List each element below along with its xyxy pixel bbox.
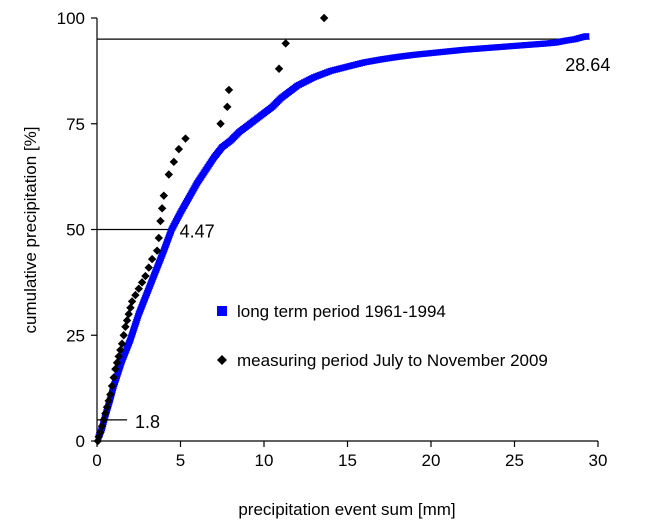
annotation-label: 1.8 <box>135 412 160 432</box>
measuring-period-point <box>117 339 127 348</box>
measuring-period-point <box>116 345 125 355</box>
measuring-period-point <box>181 134 190 143</box>
measuring-period-point <box>124 309 133 319</box>
measuring-period-point <box>97 421 107 431</box>
x-tick-label: 20 <box>422 451 441 470</box>
x-tick-label: 30 <box>589 451 608 470</box>
y-tick-label: 50 <box>66 221 85 240</box>
legend-marker-measuring <box>217 355 227 365</box>
annotation-label: 28.64 <box>565 55 610 75</box>
measuring-period-point <box>147 254 157 264</box>
measuring-period-point <box>152 246 162 255</box>
x-tick-label: 5 <box>176 451 185 470</box>
x-tick-label: 15 <box>338 451 357 470</box>
long-term-point <box>583 33 590 40</box>
measuring-period-point <box>224 85 234 95</box>
measuring-period-point <box>319 13 329 23</box>
measuring-period-point <box>104 396 113 406</box>
measuring-period-point <box>119 331 128 340</box>
y-tick-label: 75 <box>66 115 85 134</box>
measuring-period-point <box>144 263 153 272</box>
measuring-period-point <box>164 170 174 179</box>
series-markers <box>93 13 590 446</box>
measuring-period-point <box>154 233 163 243</box>
legend-label-long-term: long term period 1961-1994 <box>237 302 446 321</box>
measuring-period-point <box>169 157 179 167</box>
measuring-period-point <box>223 102 232 112</box>
annotation-label: 4.47 <box>180 222 215 242</box>
measuring-period-point <box>121 322 130 331</box>
measuring-period-point <box>134 284 143 293</box>
legend: long term period 1961-1994 measuring peri… <box>217 302 548 370</box>
measuring-period-point <box>102 402 112 412</box>
x-axis-label: precipitation event sum [mm] <box>238 500 455 519</box>
measuring-period-point <box>141 271 150 281</box>
y-tick-label: 100 <box>57 9 85 28</box>
y-tick-label: 0 <box>76 432 85 451</box>
measuring-period-point <box>131 290 140 300</box>
x-tick-label: 25 <box>505 451 524 470</box>
y-tick-label: 25 <box>66 326 85 345</box>
measuring-period-point <box>93 436 103 446</box>
measuring-period-point <box>156 216 165 226</box>
measuring-period-point <box>159 191 168 200</box>
measuring-period-point <box>101 409 110 418</box>
measuring-period-point <box>274 64 284 73</box>
measuring-period-point <box>216 119 225 128</box>
annotations: 28.64 4.47 1.8 <box>135 55 610 432</box>
legend-marker-long-term <box>217 306 227 316</box>
measuring-period-point <box>107 381 117 391</box>
measuring-period-point <box>112 358 122 367</box>
measuring-period-point <box>114 352 123 361</box>
measuring-period-point <box>157 204 167 213</box>
y-axis-label: cumulative precipitation [%] <box>21 127 40 334</box>
tick-labels: 0 5 10 15 20 25 30 0 25 50 75 100 <box>57 9 608 470</box>
measuring-period-point <box>174 144 184 154</box>
measuring-period-point <box>109 373 118 382</box>
measuring-period-point <box>137 278 147 287</box>
x-tick-label: 0 <box>92 451 101 470</box>
x-tick-label: 10 <box>255 451 274 470</box>
measuring-period-point <box>122 316 132 325</box>
measuring-period-point <box>111 364 120 374</box>
measuring-period-point <box>106 390 115 399</box>
measuring-period-point <box>126 303 135 312</box>
legend-label-measuring: measuring period July to November 2009 <box>237 351 548 370</box>
measuring-period-point <box>96 428 105 437</box>
measuring-period-point <box>281 39 290 48</box>
measuring-period-point <box>127 297 137 306</box>
measuring-period-point <box>99 415 108 425</box>
